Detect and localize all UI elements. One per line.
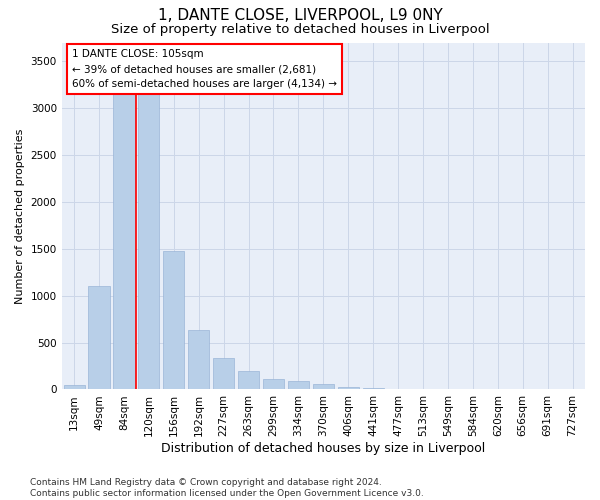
Bar	[188, 330, 209, 390]
Text: Contains HM Land Registry data © Crown copyright and database right 2024.
Contai: Contains HM Land Registry data © Crown c…	[30, 478, 424, 498]
Text: 1, DANTE CLOSE, LIVERPOOL, L9 0NY: 1, DANTE CLOSE, LIVERPOOL, L9 0NY	[158, 8, 442, 22]
Text: Size of property relative to detached houses in Liverpool: Size of property relative to detached ho…	[110, 22, 490, 36]
Bar	[138, 72, 160, 390]
Bar	[113, 72, 134, 390]
Bar	[362, 388, 384, 390]
Bar	[313, 384, 334, 390]
Bar	[163, 250, 184, 390]
Bar	[288, 382, 309, 390]
Bar	[213, 358, 234, 390]
Bar	[263, 378, 284, 390]
X-axis label: Distribution of detached houses by size in Liverpool: Distribution of detached houses by size …	[161, 442, 485, 455]
Y-axis label: Number of detached properties: Number of detached properties	[15, 128, 25, 304]
Text: 1 DANTE CLOSE: 105sqm
← 39% of detached houses are smaller (2,681)
60% of semi-d: 1 DANTE CLOSE: 105sqm ← 39% of detached …	[72, 50, 337, 89]
Bar	[338, 386, 359, 390]
Bar	[388, 388, 409, 390]
Bar	[238, 371, 259, 390]
Bar	[64, 385, 85, 390]
Bar	[88, 286, 110, 390]
